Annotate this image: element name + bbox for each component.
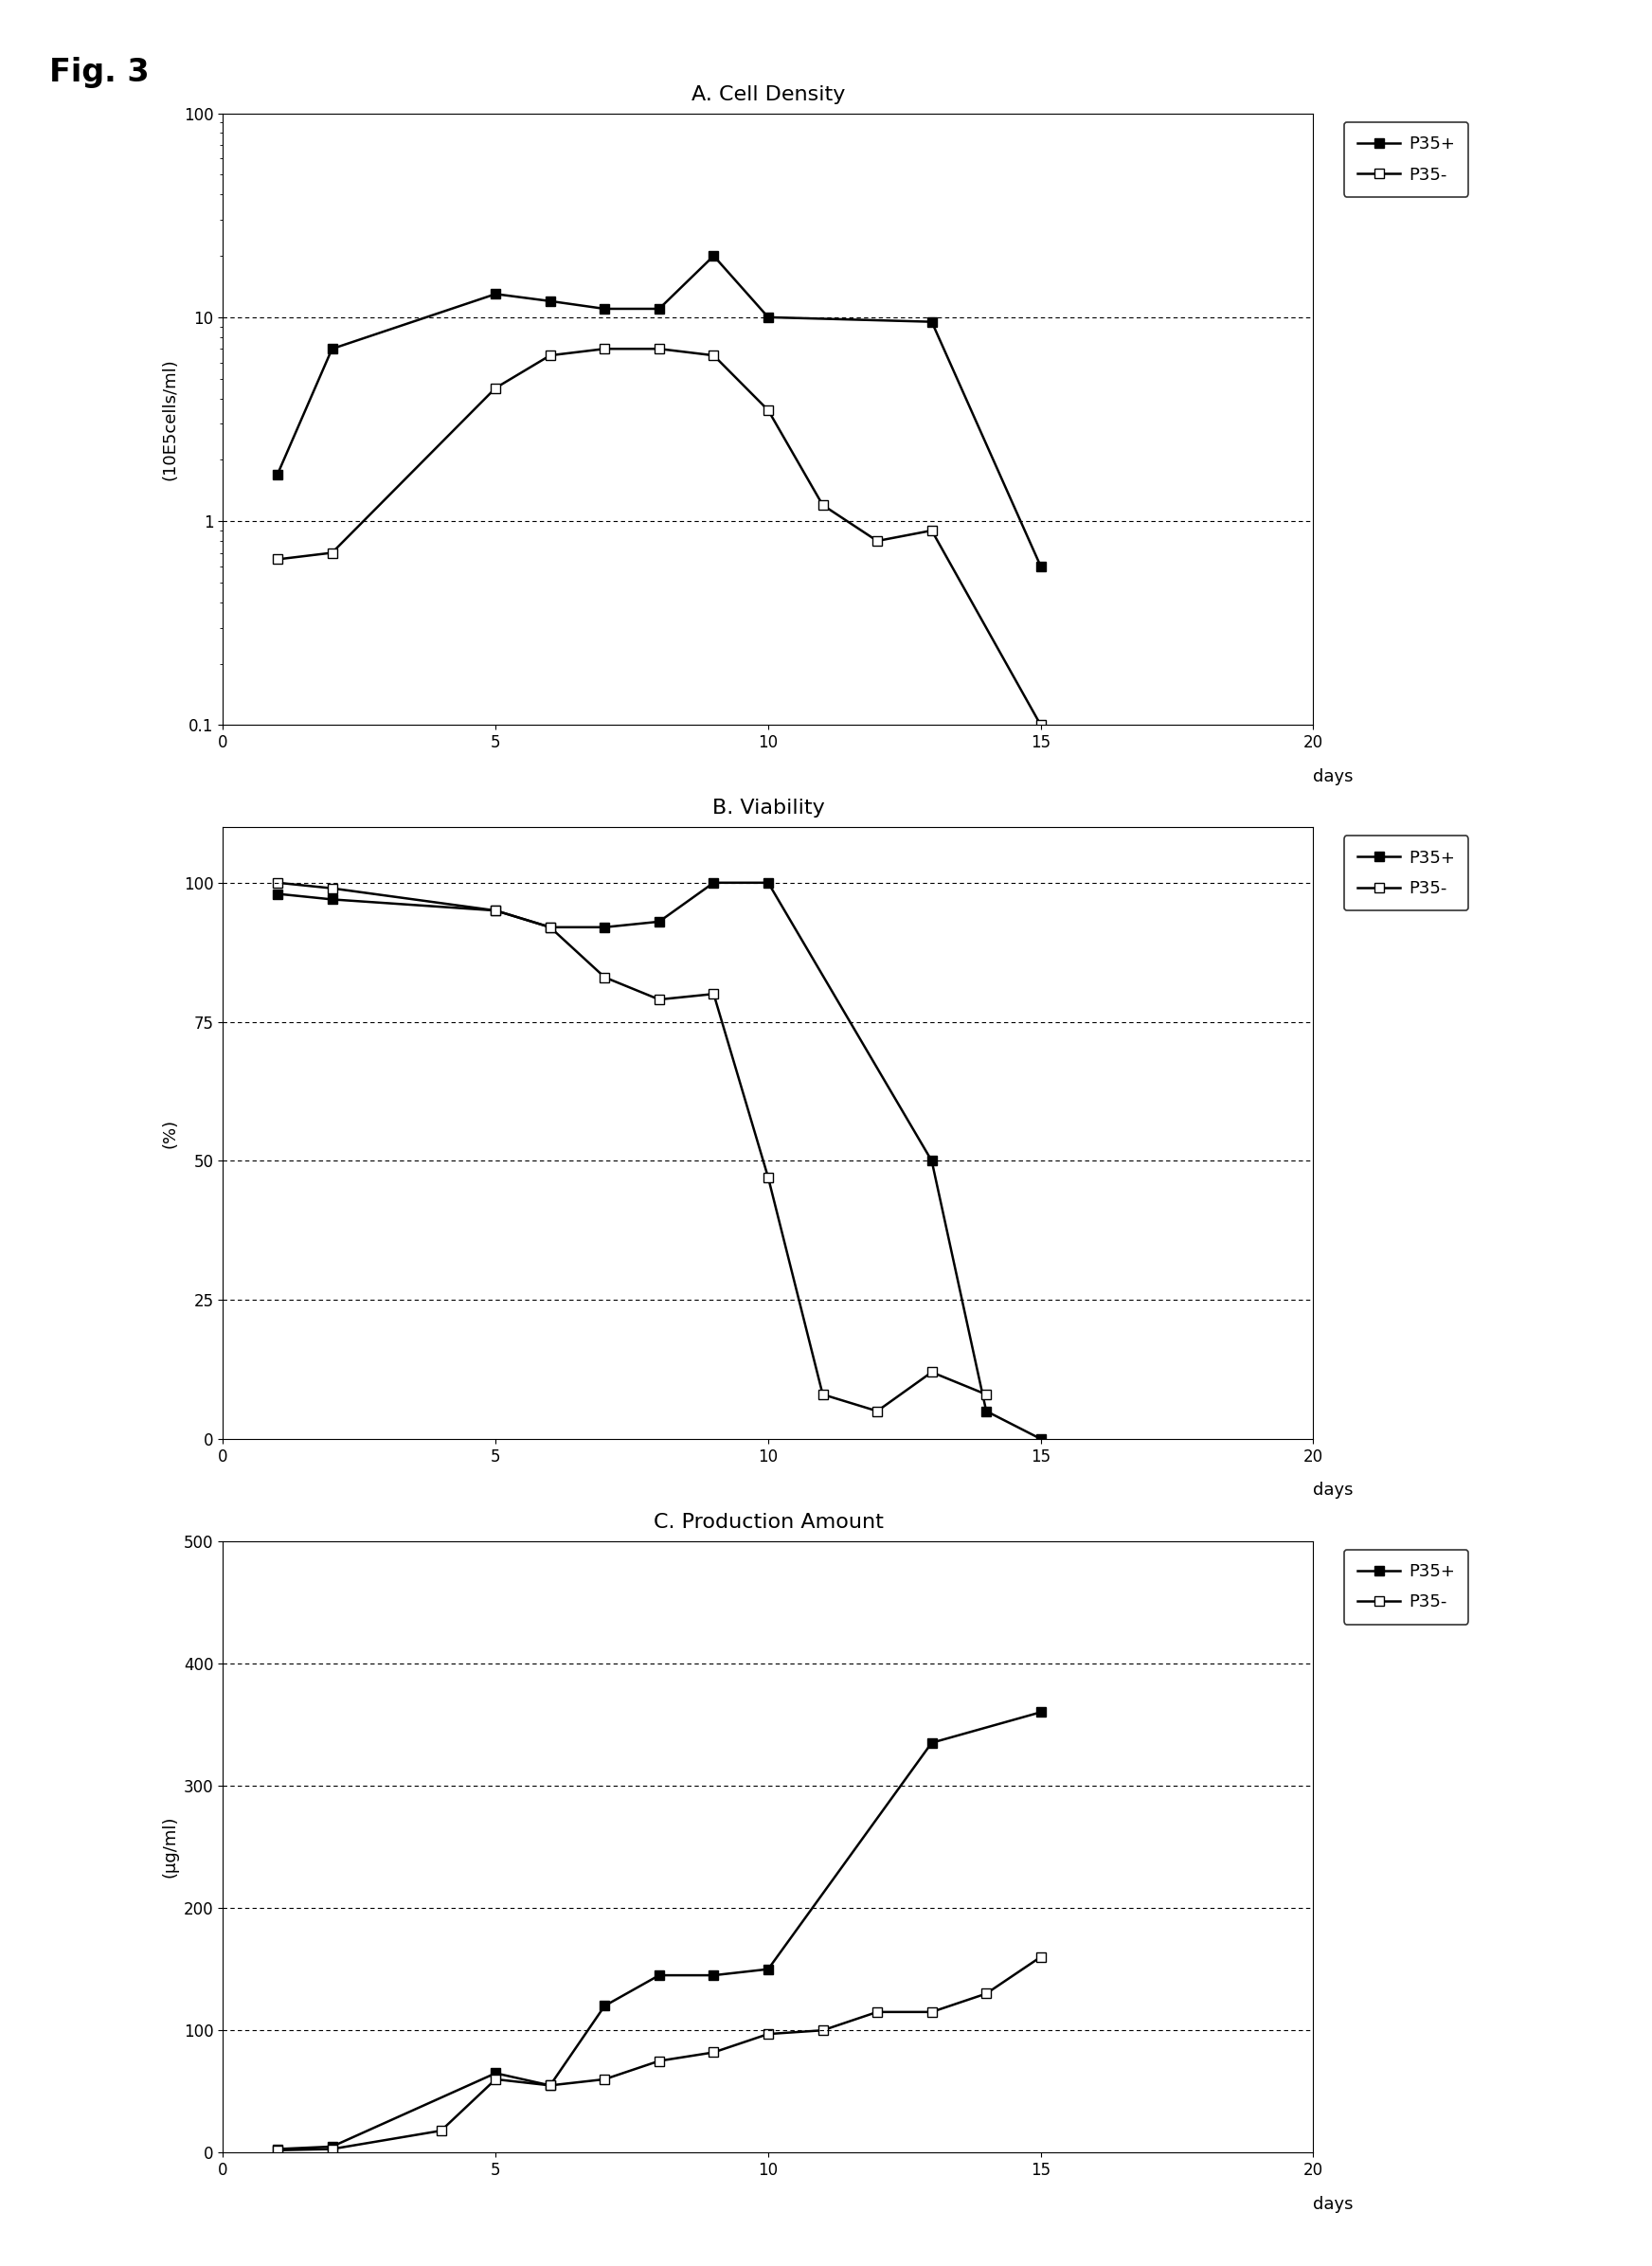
P35+ bbox=[758, 870, 778, 897]
P35+ bbox=[704, 870, 724, 897]
P35- bbox=[867, 1398, 887, 1425]
Line: P35-: P35- bbox=[273, 879, 991, 1416]
P35+ bbox=[704, 242, 724, 270]
P35+ bbox=[649, 1962, 669, 1990]
Legend: P35+, P35-: P35+, P35- bbox=[1343, 836, 1469, 911]
P35- bbox=[704, 342, 724, 369]
P35+ bbox=[649, 295, 669, 322]
Line: P35+: P35+ bbox=[273, 252, 1046, 571]
P35+ bbox=[268, 879, 287, 906]
P35- bbox=[976, 1380, 996, 1407]
P35+ bbox=[540, 2071, 560, 2098]
Line: P35+: P35+ bbox=[273, 879, 1046, 1443]
P35+ bbox=[922, 1147, 942, 1174]
Legend: P35+, P35-: P35+, P35- bbox=[1343, 1550, 1469, 1625]
P35+ bbox=[486, 2060, 506, 2087]
P35+ bbox=[486, 281, 506, 308]
P35+ bbox=[1031, 1700, 1051, 1727]
P35- bbox=[649, 335, 669, 363]
Legend: P35+, P35-: P35+, P35- bbox=[1343, 122, 1469, 197]
P35- bbox=[704, 2039, 724, 2067]
P35- bbox=[595, 2067, 615, 2094]
Text: days: days bbox=[1313, 768, 1353, 784]
P35+ bbox=[649, 909, 669, 936]
P35- bbox=[540, 342, 560, 369]
Y-axis label: (10E5cells/ml): (10E5cells/ml) bbox=[162, 358, 178, 480]
P35+ bbox=[922, 308, 942, 335]
P35- bbox=[322, 2135, 342, 2162]
P35- bbox=[540, 2071, 560, 2098]
P35+ bbox=[1031, 553, 1051, 580]
P35+ bbox=[268, 460, 287, 487]
P35+ bbox=[758, 1956, 778, 1983]
Y-axis label: (μg/ml): (μg/ml) bbox=[162, 1815, 178, 1879]
Text: Fig. 3: Fig. 3 bbox=[50, 57, 150, 88]
P35+ bbox=[758, 304, 778, 331]
P35+ bbox=[595, 913, 615, 940]
P35- bbox=[922, 1999, 942, 2026]
P35+ bbox=[540, 288, 560, 315]
P35- bbox=[649, 986, 669, 1013]
P35- bbox=[976, 1980, 996, 2008]
P35- bbox=[1031, 712, 1051, 739]
P35- bbox=[431, 2116, 451, 2144]
P35- bbox=[322, 875, 342, 902]
P35- bbox=[486, 2067, 506, 2094]
P35+ bbox=[922, 1729, 942, 1756]
P35- bbox=[867, 1999, 887, 2026]
P35+ bbox=[486, 897, 506, 925]
P35+ bbox=[595, 1992, 615, 2019]
Title: B. Viability: B. Viability bbox=[712, 800, 824, 818]
P35- bbox=[922, 1360, 942, 1387]
P35+ bbox=[704, 1962, 724, 1990]
P35- bbox=[268, 546, 287, 573]
P35+ bbox=[1031, 1425, 1051, 1453]
P35- bbox=[595, 335, 615, 363]
P35- bbox=[813, 2017, 833, 2044]
P35+ bbox=[595, 295, 615, 322]
P35- bbox=[268, 870, 287, 897]
P35- bbox=[1031, 1944, 1051, 1971]
Line: P35+: P35+ bbox=[273, 1709, 1046, 2153]
P35+ bbox=[322, 886, 342, 913]
Line: P35-: P35- bbox=[273, 344, 1046, 730]
P35- bbox=[758, 1165, 778, 1192]
P35- bbox=[922, 517, 942, 544]
P35- bbox=[595, 963, 615, 990]
P35+ bbox=[976, 1398, 996, 1425]
P35- bbox=[758, 397, 778, 424]
P35- bbox=[486, 897, 506, 925]
P35+ bbox=[322, 335, 342, 363]
P35+ bbox=[540, 913, 560, 940]
P35- bbox=[540, 913, 560, 940]
P35- bbox=[649, 2048, 669, 2076]
P35- bbox=[867, 528, 887, 555]
P35- bbox=[486, 374, 506, 401]
P35- bbox=[704, 981, 724, 1008]
P35- bbox=[813, 1380, 833, 1407]
P35+ bbox=[268, 2135, 287, 2162]
Text: days: days bbox=[1313, 2196, 1353, 2212]
Y-axis label: (%): (%) bbox=[162, 1117, 178, 1149]
Text: days: days bbox=[1313, 1482, 1353, 1498]
Title: A. Cell Density: A. Cell Density bbox=[691, 86, 846, 104]
P35- bbox=[758, 2021, 778, 2048]
P35- bbox=[322, 539, 342, 566]
Line: P35-: P35- bbox=[273, 1953, 1046, 2155]
P35+ bbox=[322, 2132, 342, 2159]
P35- bbox=[813, 492, 833, 519]
P35- bbox=[268, 2137, 287, 2164]
Title: C. Production Amount: C. Production Amount bbox=[653, 1514, 884, 1532]
